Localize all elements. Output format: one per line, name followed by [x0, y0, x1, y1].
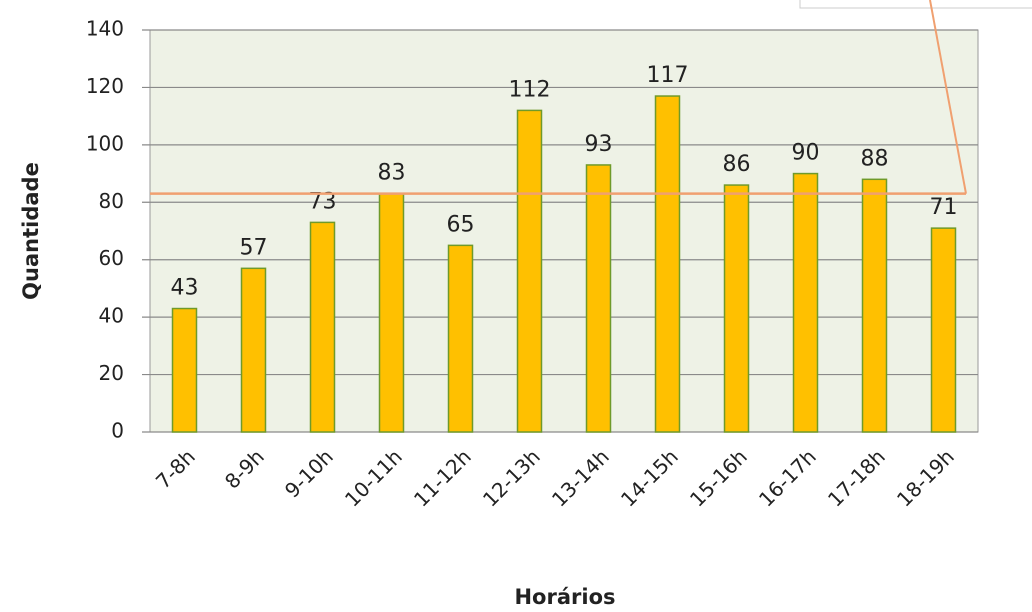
bar [792, 172, 819, 433]
grid: 0 20 40 60 80 100 120 140 [86, 17, 978, 443]
value-label: 86 [723, 152, 751, 177]
callout-leader [929, 0, 967, 194]
value-label: 117 [647, 63, 689, 88]
y-tick-label: 100 [86, 131, 124, 155]
bar [309, 221, 336, 433]
bar [240, 267, 267, 433]
value-label: 88 [861, 146, 889, 171]
y-tick-label: 40 [99, 304, 124, 328]
x-tick-label: 8-9h [220, 444, 269, 493]
value-label: 57 [240, 235, 268, 260]
value-label: 43 [171, 276, 199, 301]
y-tick-label: 20 [99, 361, 124, 385]
x-tick-label: 12-13h [478, 444, 545, 511]
bar [723, 184, 750, 433]
x-tick-label: 10-11h [340, 444, 407, 511]
y-tick-label: 140 [86, 17, 124, 41]
x-tick-label: 17-18h [823, 444, 890, 511]
bar [861, 178, 888, 433]
x-tick-label: 11-12h [409, 444, 476, 511]
bar [447, 244, 474, 433]
y-tick-label: 0 [111, 419, 124, 443]
bar [654, 95, 681, 433]
value-label: 93 [585, 132, 613, 157]
bar [378, 192, 405, 433]
x-tick-label: 13-14h [547, 444, 614, 511]
x-tick-label: 14-15h [616, 444, 683, 511]
x-tick-label: 7-8h [151, 444, 200, 493]
x-tick-label: 15-16h [685, 444, 752, 511]
value-label: 112 [509, 77, 551, 102]
x-tick-label: 18-19h [892, 444, 959, 511]
bar [516, 109, 543, 433]
y-tick-label: 120 [86, 74, 124, 98]
y-axis-title: Quantidade [19, 162, 43, 300]
x-tick-label: 9-10h [280, 444, 338, 502]
bar [585, 164, 612, 433]
y-tick-label: 80 [99, 189, 124, 213]
value-label: 71 [930, 195, 958, 220]
bar [930, 227, 957, 433]
x-axis-title: Horários [514, 585, 615, 609]
bar [171, 307, 198, 433]
value-label: 65 [447, 212, 475, 237]
y-tick-label: 60 [99, 246, 124, 270]
plot-area [149, 29, 979, 433]
x-tick-label: 16-17h [754, 444, 821, 511]
callout-box [799, 0, 1032, 9]
value-label: 83 [378, 161, 406, 186]
value-label: 90 [792, 141, 820, 166]
